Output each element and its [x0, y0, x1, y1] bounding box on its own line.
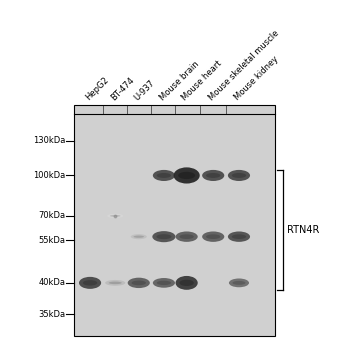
Ellipse shape — [133, 236, 144, 238]
Ellipse shape — [202, 170, 224, 181]
Ellipse shape — [180, 234, 194, 239]
Text: 55kDa: 55kDa — [39, 236, 65, 245]
Ellipse shape — [152, 231, 175, 242]
Ellipse shape — [157, 234, 171, 239]
Ellipse shape — [105, 280, 125, 286]
Ellipse shape — [228, 170, 250, 181]
Text: Mouse heart: Mouse heart — [180, 59, 224, 102]
Ellipse shape — [131, 234, 147, 239]
Text: 40kDa: 40kDa — [39, 278, 65, 287]
Text: RTN4R: RTN4R — [287, 225, 319, 235]
Text: Mouse skeletal muscle: Mouse skeletal muscle — [207, 28, 281, 102]
Text: 130kDa: 130kDa — [33, 136, 65, 145]
Ellipse shape — [109, 281, 122, 284]
Text: BT-474: BT-474 — [109, 75, 136, 102]
Ellipse shape — [202, 231, 224, 242]
Ellipse shape — [153, 170, 175, 181]
Ellipse shape — [128, 278, 150, 288]
Ellipse shape — [233, 281, 246, 285]
FancyBboxPatch shape — [74, 105, 275, 336]
Text: HepG2: HepG2 — [84, 76, 110, 102]
Ellipse shape — [228, 231, 250, 242]
Ellipse shape — [175, 231, 198, 242]
Ellipse shape — [157, 173, 171, 178]
Ellipse shape — [178, 172, 195, 179]
Ellipse shape — [180, 280, 194, 286]
Text: 100kDa: 100kDa — [33, 171, 65, 180]
Ellipse shape — [107, 214, 123, 218]
Ellipse shape — [175, 276, 198, 290]
Ellipse shape — [83, 280, 97, 286]
Ellipse shape — [157, 281, 171, 285]
Ellipse shape — [174, 167, 200, 183]
Ellipse shape — [229, 279, 249, 287]
Text: Mouse kidney: Mouse kidney — [233, 55, 280, 102]
Ellipse shape — [131, 281, 146, 285]
Text: U-937: U-937 — [132, 78, 157, 102]
Ellipse shape — [232, 234, 246, 239]
Ellipse shape — [206, 234, 221, 239]
Text: 70kDa: 70kDa — [38, 211, 65, 220]
Ellipse shape — [206, 173, 221, 178]
Text: Mouse brain: Mouse brain — [158, 59, 201, 102]
Ellipse shape — [79, 277, 101, 289]
Ellipse shape — [232, 173, 246, 178]
Ellipse shape — [110, 215, 120, 217]
Ellipse shape — [153, 278, 175, 288]
Text: 35kDa: 35kDa — [38, 309, 65, 318]
